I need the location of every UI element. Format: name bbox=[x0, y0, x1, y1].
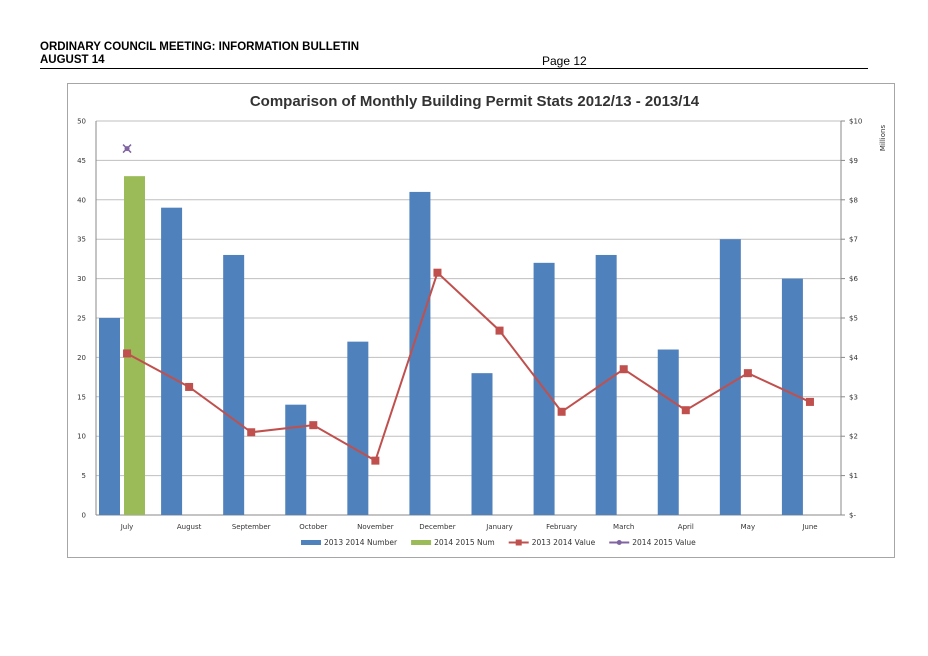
bar-2013-2014-number bbox=[595, 254, 617, 515]
point-2014-2015-value bbox=[124, 146, 130, 152]
point-2013-2014-value bbox=[123, 349, 132, 358]
chart-title: Comparison of Monthly Building Permit St… bbox=[250, 93, 700, 110]
y2-tick-label: $9 bbox=[849, 157, 858, 165]
y-tick-label: 10 bbox=[77, 433, 86, 441]
point-2013-2014-value bbox=[185, 382, 194, 391]
x-tick-label: June bbox=[801, 523, 817, 531]
x-tick-label: November bbox=[357, 523, 394, 531]
x-tick-label: April bbox=[678, 523, 694, 531]
legend-swatch bbox=[411, 540, 432, 545]
bar-2013-2014-number bbox=[409, 191, 431, 516]
y2-tick-label: $- bbox=[849, 512, 856, 520]
bulletin-date: AUGUST 14 bbox=[40, 54, 105, 66]
bar-2013-2014-number bbox=[223, 254, 245, 515]
point-2013-2014-value bbox=[371, 456, 380, 465]
point-2013-2014-value bbox=[309, 421, 318, 430]
legend-entry: 2014 2015 Value bbox=[632, 538, 696, 547]
document-header: ORDINARY COUNCIL MEETING: INFORMATION BU… bbox=[40, 41, 868, 69]
bar-2013-2014-number bbox=[285, 404, 307, 515]
x-tick-label: March bbox=[613, 523, 634, 531]
legend-entry: 2013 2014 Value bbox=[532, 538, 596, 547]
bar-2013-2014-number bbox=[657, 349, 679, 515]
y2-tick-label: $5 bbox=[849, 315, 858, 323]
chart-frame: Comparison of Monthly Building Permit St… bbox=[67, 83, 895, 558]
legend-swatch bbox=[301, 540, 321, 545]
legend-swatch-marker bbox=[515, 539, 522, 546]
x-tick-label: October bbox=[299, 523, 327, 531]
x-tick-label: September bbox=[232, 523, 271, 531]
y-tick-label: 5 bbox=[82, 472, 86, 480]
permit-chart: Comparison of Monthly Building Permit St… bbox=[77, 93, 887, 547]
bar-2013-2014-number bbox=[161, 207, 183, 515]
y-tick-label: 35 bbox=[77, 236, 86, 244]
bulletin-title: ORDINARY COUNCIL MEETING: INFORMATION BU… bbox=[40, 41, 360, 53]
x-tick-label: August bbox=[177, 523, 202, 531]
y2-axis-label: Millions bbox=[879, 125, 887, 152]
y-tick-label: 25 bbox=[77, 315, 86, 323]
point-2013-2014-value bbox=[619, 365, 628, 374]
x-tick-label: July bbox=[120, 523, 134, 531]
y2-tick-label: $6 bbox=[849, 275, 858, 283]
page-number: Page 12 bbox=[542, 54, 587, 68]
x-tick-label: January bbox=[485, 523, 513, 531]
y2-tick-label: $7 bbox=[849, 236, 858, 244]
point-2013-2014-value bbox=[743, 369, 752, 378]
y-tick-label: 30 bbox=[77, 275, 86, 283]
point-2013-2014-value bbox=[557, 407, 566, 416]
y-tick-label: 40 bbox=[77, 196, 86, 204]
point-2013-2014-value bbox=[247, 428, 256, 437]
point-2013-2014-value bbox=[433, 268, 442, 277]
legend-entry: 2014 2015 Num bbox=[434, 538, 495, 547]
y2-tick-label: $10 bbox=[849, 118, 862, 126]
y-tick-label: 20 bbox=[77, 354, 86, 362]
y2-tick-label: $8 bbox=[849, 196, 858, 204]
x-tick-label: May bbox=[741, 523, 755, 531]
y2-tick-label: $4 bbox=[849, 354, 858, 362]
bar-2013-2014-number bbox=[471, 373, 493, 515]
bar-2013-2014-number bbox=[347, 341, 369, 515]
bar-2013-2014-number bbox=[781, 278, 803, 515]
y2-tick-label: $1 bbox=[849, 472, 858, 480]
point-2013-2014-value bbox=[805, 397, 814, 406]
bar-2013-2014-number bbox=[99, 318, 120, 515]
legend-swatch-marker bbox=[616, 540, 622, 545]
point-2013-2014-value bbox=[681, 406, 690, 415]
x-tick-label: December bbox=[419, 523, 455, 531]
y-tick-label: 15 bbox=[77, 393, 86, 401]
bar-2014-2015-num bbox=[124, 176, 145, 515]
x-tick-label: February bbox=[546, 523, 577, 531]
y2-tick-label: $2 bbox=[849, 433, 858, 441]
legend-entry: 2013 2014 Number bbox=[324, 538, 398, 547]
y2-tick-label: $3 bbox=[849, 393, 858, 401]
y-tick-label: 45 bbox=[77, 157, 86, 165]
y-tick-label: 0 bbox=[82, 512, 86, 520]
point-2013-2014-value bbox=[495, 326, 504, 335]
bar-2013-2014-number bbox=[719, 239, 741, 515]
line-2013-2014-value bbox=[126, 270, 811, 463]
y-tick-label: 50 bbox=[77, 118, 86, 126]
